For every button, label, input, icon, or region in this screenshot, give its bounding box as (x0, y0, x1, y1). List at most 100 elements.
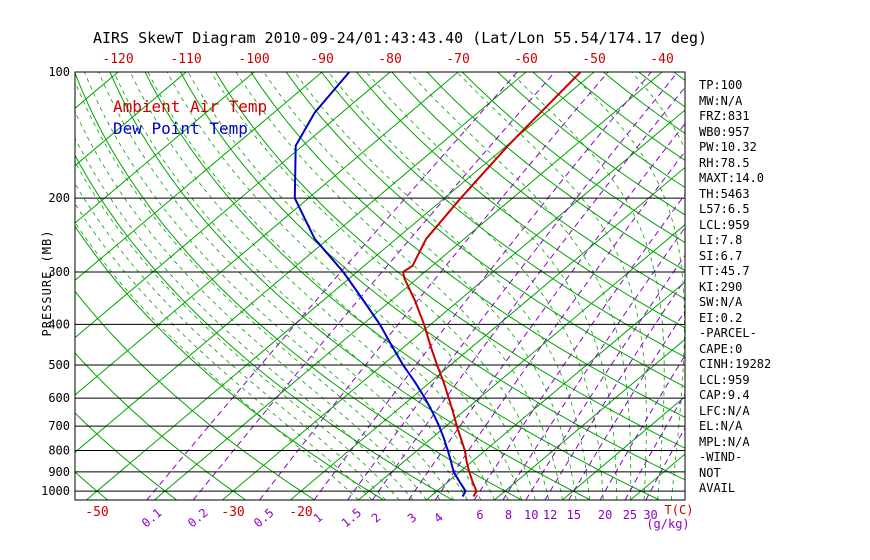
top-temp-tick-label: -40 (650, 52, 673, 67)
legend-ambient-temp: Ambient Air Temp (113, 97, 268, 116)
dry-adiabat-line (75, 154, 453, 500)
param-line: TH:5463 (699, 186, 750, 201)
chart-title: AIRS SkewT Diagram 2010-09-24/01:43:43.4… (92, 29, 708, 47)
mixing-ratio-tick-label: 15 (567, 508, 581, 522)
dry-adiabat-line (567, 72, 685, 161)
moist-adiabat-line (98, 72, 468, 500)
moist-adiabat-line (75, 110, 427, 500)
dry-adiabat-line (215, 72, 685, 449)
param-line: PW:10.32 (699, 140, 757, 154)
mixing-ratio-tick-label: 30 (643, 508, 657, 522)
param-line: MPL:N/A (699, 434, 750, 449)
param-line: SW:N/A (699, 295, 743, 309)
top-temp-tick-label: -50 (582, 52, 605, 67)
param-line: EL:N/A (699, 419, 743, 433)
mixing-ratio-tick-label: 25 (623, 508, 637, 522)
isotherm-line (290, 166, 685, 500)
isotherm-line (494, 338, 685, 500)
param-line: CAP:9.4 (699, 388, 750, 402)
top-temp-tick-label: -70 (446, 52, 469, 67)
mixing-ratio-line (544, 278, 685, 500)
pressure-tick-label: 700 (48, 419, 70, 433)
param-line: -PARCEL- (699, 326, 757, 340)
top-temp-tick-label: -60 (514, 52, 537, 67)
moist-adiabat-line (294, 72, 591, 500)
dry-adiabat-line (461, 72, 685, 244)
param-line: AVAIL (699, 481, 736, 495)
top-temp-tick-label: -120 (102, 52, 133, 67)
moist-adiabat-line (147, 72, 509, 500)
param-line: CAPE:0 (699, 341, 743, 356)
moist-adiabat-line (84, 72, 455, 500)
pressure-tick-label: 100 (48, 65, 70, 79)
param-line: RH:78.5 (699, 155, 750, 170)
background-field-lines (75, 72, 870, 500)
isotherm-line (75, 72, 323, 281)
dry-adiabat-line (75, 72, 522, 500)
mixing-ratio-tick-label: 12 (543, 508, 557, 522)
ambient-temp-trace (402, 72, 582, 497)
pressure-tick-label: 1000 (41, 484, 70, 498)
param-line: L57:6.5 (699, 202, 750, 216)
isotherm-line (75, 72, 187, 167)
param-line: LFC:N/A (699, 403, 750, 418)
mixing-ratio-line (192, 72, 556, 500)
mixing-ratio-tick-label: 0.1 (139, 506, 165, 531)
isotherm-line (75, 72, 255, 224)
mixing-ratio-line (473, 193, 685, 500)
param-line: WB0:957 (699, 124, 750, 139)
legend-dew-point: Dew Point Temp (113, 119, 248, 138)
dry-adiabat-line (320, 72, 685, 358)
moist-adiabat-line (235, 72, 563, 500)
temp-unit-label: T(C) (665, 503, 694, 517)
moist-adiabat-line (631, 72, 685, 500)
param-line: MW:N/A (699, 93, 743, 108)
param-line: -WIND- (699, 450, 743, 464)
sounding-parameters-panel: TP:100 MW:N/A FRZ:831 WB0:957 PW:10.32 RH:78.… (699, 78, 771, 497)
sounding-traces (293, 72, 582, 497)
isotherm-line (426, 281, 685, 500)
mixing-ratio-tick-label: 0.5 (251, 506, 277, 531)
dry-adiabat-line (356, 72, 685, 329)
moist-adiabat-line (75, 203, 373, 500)
mixing-ratio-line (624, 392, 685, 500)
moist-adiabat-line (509, 72, 665, 500)
mixing-ratio-line (259, 72, 609, 500)
mixing-ratio-tick-label: 1.5 (339, 506, 365, 531)
param-line: TP:100 (699, 78, 743, 92)
param-line: TT:45.7 (699, 264, 750, 278)
moist-adiabat-line (187, 72, 536, 500)
isotherm-line (75, 72, 527, 453)
param-line: MAXT:14.0 (699, 171, 765, 185)
pressure-tick-label: 400 (48, 317, 70, 331)
param-line: FRZ:831 (699, 109, 750, 123)
moist-adiabat-line (408, 72, 632, 500)
mixing-ratio-line (347, 72, 679, 500)
moist-adiabat-line (456, 72, 647, 500)
bottom-temp-tick-label: -50 (85, 505, 108, 520)
moist-adiabat-line (366, 72, 618, 500)
top-temp-tick-label: -110 (170, 52, 201, 67)
mixing-ratio-line (313, 72, 652, 500)
dry-adiabat-line (179, 72, 685, 481)
mixing-ratio-tick-label: 8 (505, 508, 512, 522)
dry-adiabat-line (780, 72, 870, 500)
isotherm-line (75, 72, 459, 396)
param-line: LCL:959 (699, 217, 750, 232)
pressure-tick-label: 800 (48, 443, 70, 457)
top-temp-tick-label: -100 (238, 52, 269, 67)
mixing-ratio-tick-label: 1 (311, 510, 326, 525)
pressure-tick-label: 600 (48, 391, 70, 405)
param-line: NOT (699, 465, 721, 480)
param-line: KI:290 (699, 279, 743, 294)
moist-adiabat-line (263, 72, 577, 500)
param-line: CINH:19282 (699, 357, 772, 371)
pressure-tick-label: 200 (48, 191, 70, 205)
isotherm-line (75, 72, 119, 109)
param-line: EI:0.2 (699, 310, 743, 325)
dry-adiabat-line (426, 72, 685, 272)
top-temp-tick-label: -80 (378, 52, 401, 67)
mixing-ratio-line (599, 354, 685, 500)
mixing-ratio-line (568, 310, 685, 500)
moist-adiabat-line (113, 72, 482, 500)
